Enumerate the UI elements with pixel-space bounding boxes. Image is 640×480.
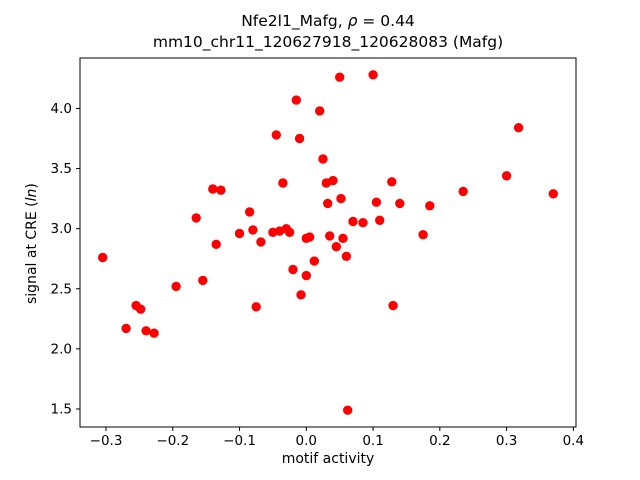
scatter-point [375, 215, 385, 225]
scatter-point [328, 175, 338, 186]
y-tick-label: 4.0 [51, 101, 72, 117]
x-tick-label: −0.1 [223, 433, 256, 449]
chart-title: Nfe2l1_Mafg, ρ = 0.44 [80, 11, 576, 32]
scatter-point [244, 207, 255, 217]
scatter-point [368, 70, 378, 80]
scatter-point [548, 189, 558, 199]
plot-frame [79, 57, 577, 428]
scatter-point [335, 72, 345, 82]
x-tick-label: −0.3 [90, 433, 123, 449]
scatter-point [121, 323, 131, 334]
title-prefix: Nfe2l1_Mafg, [241, 12, 348, 30]
scatter-point [198, 275, 208, 286]
scatter-point [343, 405, 353, 415]
ylabel-prefix: signal at CRE ( [24, 201, 40, 304]
x-tick-label: 0.3 [496, 433, 517, 449]
scatter-point [248, 225, 258, 235]
scatter-point [141, 326, 151, 336]
scatter-point [291, 95, 301, 105]
scatter-point [309, 256, 319, 266]
scatter-point [323, 198, 333, 209]
title-suffix: = 0.44 [357, 12, 415, 30]
y-tick-label: 2.0 [51, 341, 72, 357]
scatter-point [387, 177, 397, 187]
chart-subtitle: mm10_chr11_120627918_120628083 (Mafg) [152, 33, 504, 51]
scatter-point [513, 123, 524, 133]
scatter-point [251, 302, 261, 312]
y-axis-label: signal at CRE (ln) [24, 183, 40, 304]
x-tick-label: 0.0 [296, 433, 317, 449]
scatter-point [278, 178, 288, 188]
scatter-point [149, 328, 159, 338]
scatter-point [371, 197, 382, 207]
scatter-point [501, 171, 512, 181]
scatter-point [136, 304, 146, 314]
scatter-point [98, 252, 108, 263]
scatter-point [338, 233, 348, 243]
scatter-point [304, 232, 315, 242]
scatter-point [171, 281, 181, 292]
scatter-point [341, 251, 352, 261]
scatter-point [234, 228, 245, 239]
title-rho-symbol: ρ [347, 12, 358, 30]
scatter-point [418, 230, 428, 240]
scatter-point [315, 106, 325, 116]
scatter-point [191, 213, 201, 223]
scatter-point [458, 186, 468, 197]
scatter-point [325, 231, 335, 241]
scatter-point [208, 184, 218, 194]
ylabel-ln-symbol: ln [24, 188, 40, 202]
x-tick-label: 0.4 [563, 433, 584, 449]
x-axis-label: motif activity [281, 451, 375, 467]
scatter-point [331, 242, 341, 252]
scatter-point [336, 193, 346, 204]
chart-title-block: Nfe2l1_Mafg, ρ = 0.44 mm10_chr11_1206279… [80, 11, 576, 53]
y-tick-label: 3.5 [51, 161, 72, 177]
scatter-point [211, 239, 221, 249]
y-tick-label: 1.5 [51, 401, 72, 417]
scatter-point [425, 201, 435, 211]
scatter-point [348, 216, 358, 227]
scatter-point [216, 185, 226, 195]
scatter-point [294, 133, 305, 144]
scatter-point [296, 290, 306, 300]
scatter-point [271, 130, 281, 140]
x-tick-label: 0.2 [429, 433, 450, 449]
scatter-point [358, 218, 368, 228]
scatter-point [388, 300, 398, 311]
scatter-point [284, 227, 295, 237]
ylabel-suffix: ) [24, 183, 40, 189]
scatter-point [301, 270, 311, 281]
scatter-point [256, 237, 266, 247]
x-tick-label: −0.2 [156, 433, 189, 449]
scatter-point [288, 264, 298, 275]
scatter-point [395, 198, 405, 209]
x-tick-label: 0.1 [362, 433, 383, 449]
y-tick-label: 2.5 [51, 281, 72, 297]
y-tick-label: 3.0 [51, 221, 72, 237]
scatter-point [318, 154, 328, 164]
